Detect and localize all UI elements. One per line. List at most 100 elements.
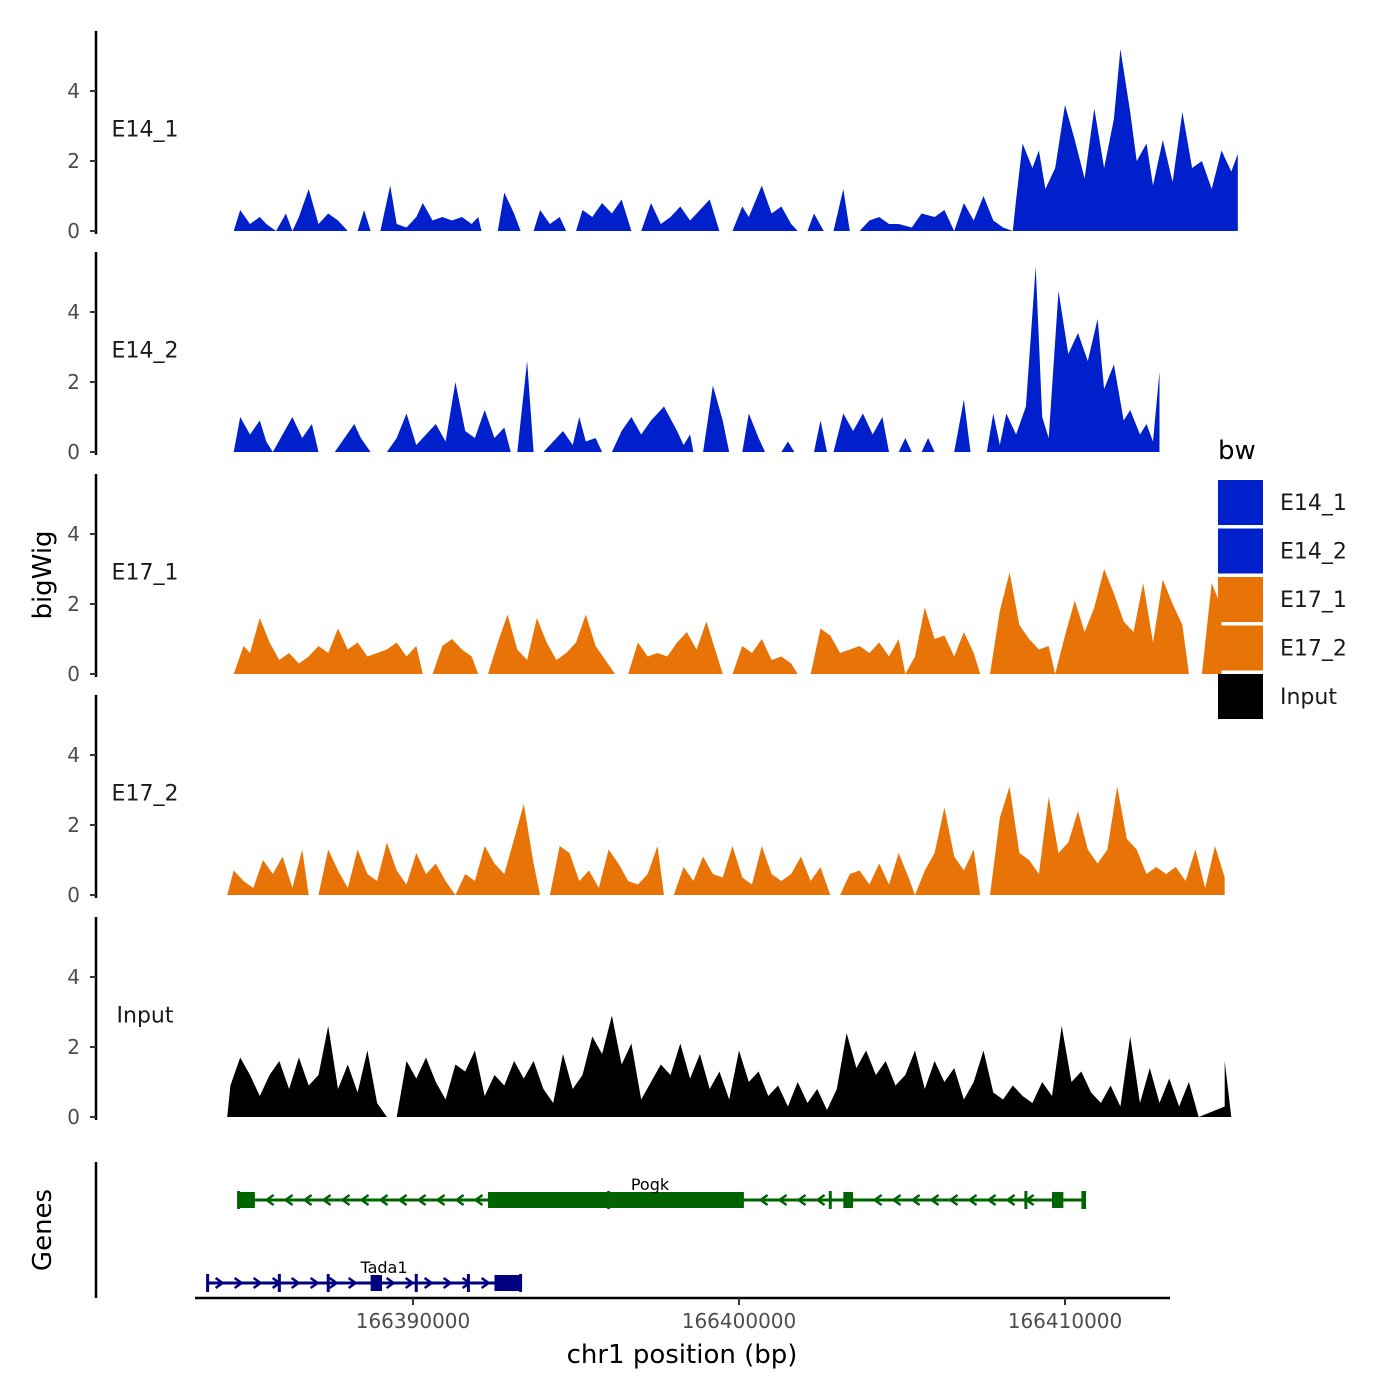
- legend-label: E17_2: [1280, 637, 1347, 662]
- legend-item-e14-1: E14_1: [1218, 480, 1347, 525]
- strand-chevron: [397, 1193, 408, 1207]
- strand-chevron: [815, 1193, 826, 1207]
- gene-exon: [494, 1275, 521, 1291]
- y-tick-label: 0: [67, 662, 80, 686]
- y-tick-label: 4: [67, 965, 80, 989]
- strand-chevron: [359, 1193, 370, 1207]
- legend-item-e17-1: E17_1: [1218, 577, 1347, 622]
- strand-chevron: [967, 1193, 978, 1207]
- coverage-area-e17-2: [227, 786, 1225, 895]
- strand-chevron: [929, 1193, 940, 1207]
- gene-pogk: Pogk: [237, 1175, 1087, 1209]
- track-label: E14_2: [112, 339, 179, 364]
- legend-swatch: [1218, 577, 1263, 622]
- legend-swatch: [1218, 528, 1263, 574]
- track-e14-2: 0 2 4 E14_2: [67, 252, 1160, 464]
- legend-swatch: [1218, 480, 1263, 525]
- strand-chevron: [423, 1276, 434, 1290]
- legend-label: Input: [1280, 685, 1337, 710]
- strand-chevron: [872, 1193, 883, 1207]
- y-tick-label: 4: [67, 79, 80, 103]
- y-tick-label: 4: [67, 522, 80, 546]
- y-tick-label: 0: [67, 883, 80, 907]
- strand-chevron: [416, 1193, 427, 1207]
- gene-cds: [487, 1192, 744, 1208]
- y-tick-label: 0: [67, 1105, 80, 1129]
- strand-chevron: [309, 1276, 320, 1290]
- track-label: Input: [117, 1004, 174, 1029]
- strand-chevron: [1005, 1193, 1016, 1207]
- y-tick-label: 2: [67, 813, 80, 837]
- y-tick-label: 4: [67, 743, 80, 767]
- coverage-area-e17-1: [233, 569, 1222, 674]
- gene-exon: [238, 1192, 255, 1208]
- strand-chevron: [454, 1193, 465, 1207]
- y-tick-label: 2: [67, 592, 80, 616]
- y-tick-label: 2: [67, 149, 80, 173]
- legend-swatch: [1218, 674, 1263, 719]
- legend-item-e14-2: E14_2: [1218, 528, 1347, 574]
- strand-chevron: [948, 1193, 959, 1207]
- gene-label: Pogk: [631, 1175, 670, 1194]
- legend-swatch: [1218, 625, 1263, 671]
- x-axis: 166390000 166400000 166410000: [195, 1296, 1170, 1333]
- track-input: 0 2 4 Input: [67, 917, 1232, 1129]
- gene-exon-small: [466, 1274, 470, 1292]
- coverage-area-input: [227, 1015, 1232, 1117]
- genes-track: Pogk Tada1: [94, 1162, 1087, 1298]
- gene-exon: [843, 1192, 854, 1208]
- strand-chevron: [233, 1276, 244, 1290]
- track-e17-1: 0 2 4 E17_1: [67, 474, 1222, 686]
- track-label: E17_1: [112, 561, 179, 586]
- strand-chevron: [758, 1193, 769, 1207]
- strand-chevron: [347, 1276, 358, 1290]
- strand-chevron: [891, 1193, 902, 1207]
- gene-exon-small: [1081, 1191, 1085, 1209]
- x-tick-label: 166390000: [356, 1309, 471, 1333]
- strand-chevron: [252, 1276, 263, 1290]
- coverage-area-e14-2: [233, 266, 1160, 452]
- legend-label: E17_1: [1280, 588, 1347, 613]
- strand-chevron: [302, 1193, 313, 1207]
- strand-chevron: [910, 1193, 921, 1207]
- strand-chevron: [283, 1193, 294, 1207]
- strand-chevron: [442, 1276, 453, 1290]
- strand-chevron: [214, 1276, 225, 1290]
- gene-exon-small: [828, 1191, 832, 1209]
- strand-chevron: [290, 1276, 301, 1290]
- bigwig-tracks: 0 2 4 E14_1 0 2 4 E14_2 0 2 4 E17_1 0 2 4 E17_2 0 2 4 Input: [67, 31, 1238, 1129]
- legend-items: E14_1 E14_2 E17_1 E17_2 Input: [1218, 480, 1347, 719]
- legend-item-e17-2: E17_2: [1218, 625, 1347, 671]
- track-label: E17_2: [112, 782, 179, 807]
- strand-chevron: [340, 1193, 351, 1207]
- x-tick-label: 166400000: [682, 1309, 797, 1333]
- y-axis-title: bigWig: [28, 530, 58, 619]
- strand-chevron: [777, 1193, 788, 1207]
- y-tick-label: 0: [67, 219, 80, 243]
- track-e14-1: 0 2 4 E14_1: [67, 31, 1238, 243]
- strand-chevron: [480, 1276, 491, 1290]
- strand-chevron: [321, 1193, 332, 1207]
- gene-exon: [1051, 1192, 1064, 1208]
- strand-chevron: [796, 1193, 807, 1207]
- gene-label: Tada1: [359, 1258, 407, 1277]
- legend-title: bw: [1218, 436, 1256, 466]
- y-tick-label: 2: [67, 1035, 80, 1059]
- track-e17-2: 0 2 4 E17_2: [67, 695, 1225, 907]
- y-tick-label: 0: [67, 440, 80, 464]
- strand-chevron: [404, 1276, 415, 1290]
- track-label: E14_1: [112, 118, 179, 143]
- gene-exon-small: [326, 1274, 330, 1292]
- strand-chevron: [328, 1276, 339, 1290]
- x-axis-title: chr1 position (bp): [567, 1340, 798, 1370]
- strand-chevron: [378, 1193, 389, 1207]
- strand-chevron: [435, 1193, 446, 1207]
- strand-chevron: [473, 1193, 484, 1207]
- x-tick-label: 166410000: [1008, 1309, 1123, 1333]
- strand-chevron: [986, 1193, 997, 1207]
- y-tick-label: 2: [67, 370, 80, 394]
- legend-label: E14_1: [1280, 491, 1347, 516]
- gene-tada1: Tada1: [206, 1258, 523, 1292]
- genes-body: Pogk Tada1: [206, 1175, 1087, 1292]
- y-tick-label: 4: [67, 300, 80, 324]
